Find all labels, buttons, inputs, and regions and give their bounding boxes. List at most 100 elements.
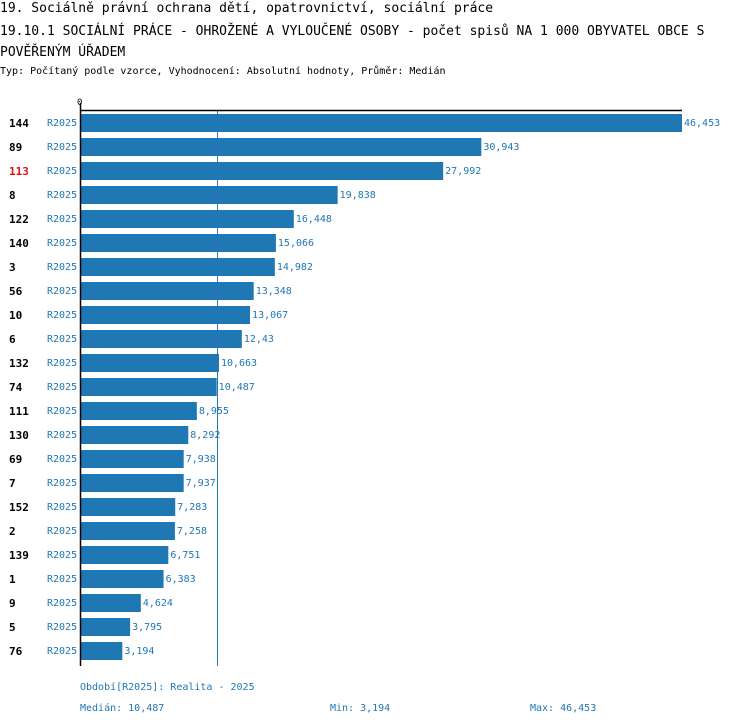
row-period-label: R2025	[47, 574, 77, 585]
footer-median: Medián: 10,487	[80, 703, 165, 714]
bar-value-label: 10,487	[219, 382, 255, 393]
bar-value-label: 19,838	[340, 190, 376, 201]
row-id-label: 9	[9, 597, 16, 610]
bar-value-label: 14,982	[277, 262, 313, 273]
row-id-label: 7	[9, 477, 16, 490]
bar-value-label: 10,663	[221, 358, 257, 369]
row-period-label: R2025	[47, 646, 77, 657]
row-period-label: R2025	[47, 622, 77, 633]
row-period-label: R2025	[47, 286, 77, 297]
row-id-label: 140	[9, 237, 29, 250]
row-id-label: 130	[9, 429, 29, 442]
bar	[81, 642, 123, 660]
bar-value-label: 30,943	[483, 142, 519, 153]
row-period-label: R2025	[47, 406, 77, 417]
bar	[81, 498, 176, 516]
bar	[81, 402, 197, 420]
bar	[81, 282, 254, 300]
bar-value-label: 13,348	[256, 286, 292, 297]
bar-value-label: 8,292	[190, 430, 220, 441]
row-id-label: 139	[9, 549, 29, 562]
bar-value-label: 3,194	[124, 646, 154, 657]
row-id-label: 122	[9, 213, 29, 226]
row-period-label: R2025	[47, 502, 77, 513]
row-id-label: 1	[9, 573, 16, 586]
row-id-label: 6	[9, 333, 16, 346]
row-id-label: 56	[9, 285, 23, 298]
bar-value-label: 16,448	[296, 214, 332, 225]
row-period-label: R2025	[47, 262, 77, 273]
bar	[81, 570, 164, 588]
footer-max: Max: 46,453	[530, 703, 597, 714]
footer-period: Období[R2025]: Realita - 2025	[80, 682, 255, 693]
row-period-label: R2025	[47, 214, 77, 225]
bar	[81, 114, 682, 132]
row-id-label: 89	[9, 141, 22, 154]
row-id-label: 76	[9, 645, 23, 658]
row-period-label: R2025	[47, 238, 77, 249]
bar-value-label: 4,624	[143, 598, 173, 609]
row-id-label: 132	[9, 357, 29, 370]
bar-value-label: 7,938	[186, 454, 216, 465]
bar-value-label: 7,258	[177, 526, 207, 537]
row-period-label: R2025	[47, 478, 77, 489]
bar-value-label: 6,383	[166, 574, 196, 585]
bar-value-label: 3,795	[132, 622, 162, 633]
bar	[81, 306, 251, 324]
row-id-label: 8	[9, 189, 16, 202]
bar-value-label: 8,955	[199, 406, 229, 417]
footer-min: Min: 3,194	[330, 703, 391, 714]
bar	[81, 474, 184, 492]
row-id-label: 74	[9, 381, 23, 394]
row-period-label: R2025	[47, 454, 77, 465]
row-id-label: 111	[9, 405, 29, 418]
row-period-label: R2025	[47, 118, 77, 129]
bar	[81, 234, 276, 252]
row-period-label: R2025	[47, 598, 77, 609]
bar	[81, 594, 141, 612]
bar	[81, 450, 184, 468]
bar	[81, 162, 444, 180]
bar	[81, 546, 169, 564]
row-period-label: R2025	[47, 382, 77, 393]
row-period-label: R2025	[47, 310, 77, 321]
bar	[81, 138, 482, 156]
chart-meta: Typ: Počítaný podle vzorce, Vyhodnocení:…	[0, 66, 446, 77]
row-id-label: 152	[9, 501, 29, 514]
row-period-label: R2025	[47, 334, 77, 345]
row-period-label: R2025	[47, 142, 77, 153]
row-id-label: 69	[9, 453, 22, 466]
bar-value-label: 13,067	[252, 310, 288, 321]
row-id-label: 2	[9, 525, 16, 538]
bar	[81, 210, 294, 228]
row-period-label: R2025	[47, 430, 77, 441]
row-id-label: 144	[9, 117, 29, 130]
bar-value-label: 6,751	[170, 550, 200, 561]
chart-subtitle: 19.10.1 SOCIÁLNÍ PRÁCE - OHROŽENÉ A VYLO…	[0, 24, 705, 60]
row-period-label: R2025	[47, 166, 77, 177]
chart-title: 19. Sociálně právní ochrana dětí, opatro…	[0, 1, 494, 16]
bar-value-label: 7,937	[186, 478, 216, 489]
row-period-label: R2025	[47, 358, 77, 369]
bar	[81, 522, 175, 540]
row-id-label: 3	[9, 261, 16, 274]
row-period-label: R2025	[47, 550, 77, 561]
bar	[81, 378, 217, 396]
row-period-label: R2025	[47, 526, 77, 537]
bar-value-label: 12,43	[244, 334, 274, 345]
bar-value-label: 27,992	[445, 166, 481, 177]
bar-value-label: 15,066	[278, 238, 314, 249]
bar	[81, 330, 242, 348]
axis-zero-label: 0	[77, 98, 82, 108]
bar	[81, 618, 131, 636]
bar	[81, 354, 219, 372]
row-id-label: 5	[9, 621, 16, 634]
bar	[81, 186, 338, 204]
row-id-label: 113	[9, 165, 29, 178]
row-id-label: 10	[9, 309, 22, 322]
bar-value-label: 7,283	[177, 502, 207, 513]
bar	[81, 426, 189, 444]
bar	[81, 258, 275, 276]
bar-value-label: 46,453	[684, 118, 720, 129]
